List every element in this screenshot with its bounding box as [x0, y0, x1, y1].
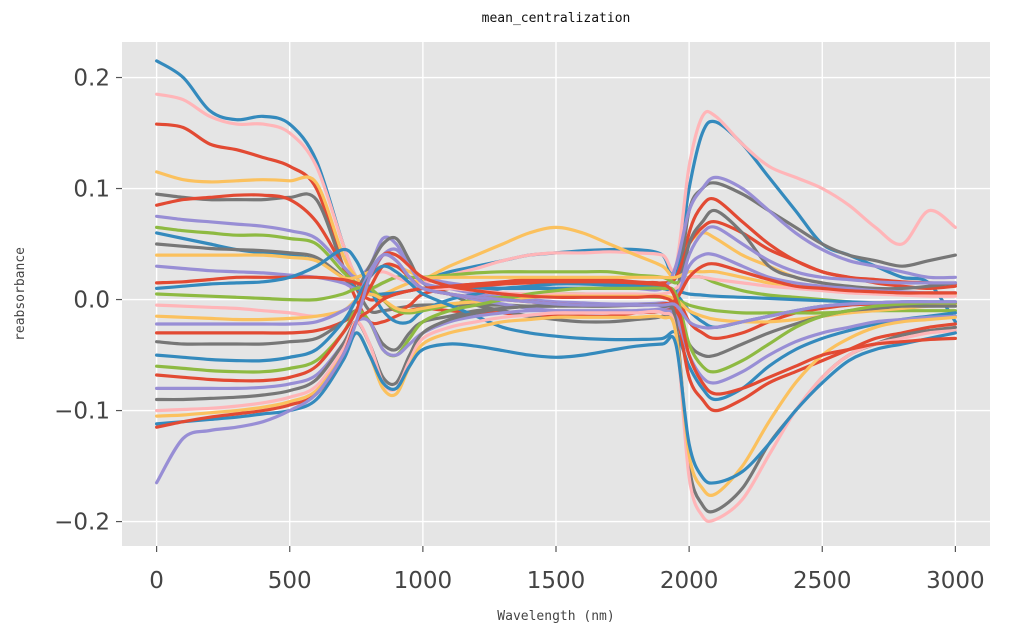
series-line-24: [155, 308, 957, 391]
x-tick-label: 2000: [660, 568, 719, 594]
x-tick-label: 0: [149, 568, 164, 594]
series-group: [155, 59, 957, 523]
series-line-28: [155, 331, 957, 485]
y-tick-label: 0.0: [73, 288, 110, 314]
y-axis-label: reabsorbance: [13, 247, 28, 341]
y-tick-label: 0.2: [73, 66, 110, 92]
x-tick-label: 1000: [394, 568, 453, 594]
x-tick-label: 3000: [926, 568, 985, 594]
series-line-22: [155, 286, 957, 374]
x-tick-label: 2500: [793, 568, 852, 594]
x-tick-label: 1500: [527, 568, 586, 594]
series-line-8: [155, 225, 957, 307]
x-axis-ticks: 0 500 1000 1500 2000 2500 3000: [149, 546, 985, 594]
x-tick-label: 500: [268, 568, 312, 594]
chart-title: mean_centralization: [482, 11, 631, 26]
series-line-2: [155, 92, 957, 291]
y-tick-label: −0.1: [54, 399, 110, 425]
y-tick-label: 0.1: [73, 177, 110, 203]
x-axis-label: Wavelength (nm): [497, 609, 614, 624]
series-line-6: [155, 193, 957, 302]
series-line-21: [155, 264, 957, 402]
y-tick-label: −0.2: [54, 510, 110, 536]
series-line-23: [155, 251, 957, 413]
y-axis-ticks: −0.2 −0.1 0.0 0.1 0.2: [54, 66, 122, 536]
series-line-27: [155, 314, 957, 498]
series-line-30: [155, 252, 957, 485]
